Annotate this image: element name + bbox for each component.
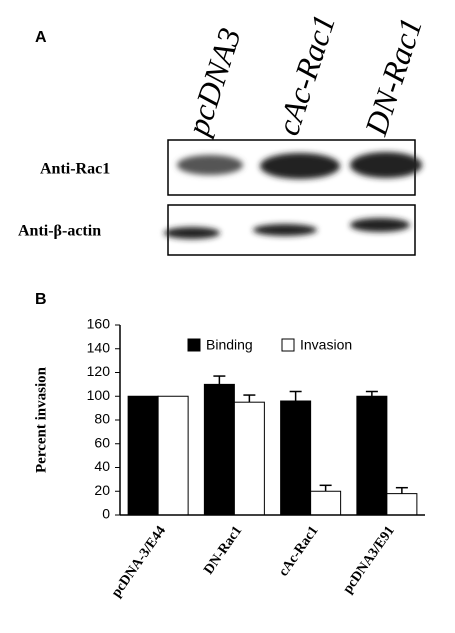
blot-bands bbox=[164, 152, 422, 239]
panel-label: B bbox=[35, 291, 47, 308]
bar bbox=[280, 400, 312, 516]
bar bbox=[356, 395, 388, 516]
bar bbox=[203, 383, 235, 516]
bar bbox=[157, 395, 189, 516]
lane-label: pcDNA3 bbox=[179, 23, 248, 141]
legend-swatch bbox=[281, 338, 295, 352]
bar bbox=[127, 395, 159, 516]
y-tick-label: 100 bbox=[87, 387, 111, 403]
legend-swatch bbox=[187, 338, 201, 352]
y-tick-label: 0 bbox=[102, 506, 110, 522]
bar bbox=[386, 493, 418, 516]
x-tick-label: cAc-Rac1 bbox=[276, 524, 321, 580]
y-tick-label: 60 bbox=[94, 434, 110, 450]
y-tick-label: 20 bbox=[94, 482, 110, 498]
lane-label: cAc-Rac1 bbox=[269, 10, 342, 139]
y-tick-label: 140 bbox=[87, 339, 111, 355]
row-label: Anti-Rac1 bbox=[40, 161, 110, 178]
x-tick-label: pcDNA-3/E44 bbox=[109, 524, 169, 601]
y-tick-label: 120 bbox=[87, 363, 111, 379]
y-tick-label: 160 bbox=[87, 316, 111, 332]
bar bbox=[310, 490, 342, 516]
legend-label: Invasion bbox=[300, 337, 352, 353]
x-tick-label: DN-Rac1 bbox=[201, 524, 245, 578]
y-tick-label: 40 bbox=[94, 458, 110, 474]
panel-label: A bbox=[35, 29, 47, 46]
lane-label: DN-Rac1 bbox=[357, 13, 429, 140]
legend-label: Binding bbox=[206, 337, 253, 353]
y-tick-label: 80 bbox=[94, 411, 110, 427]
x-tick-label: pcDNA3/E91 bbox=[340, 524, 397, 597]
row-label: Anti-β-actin bbox=[18, 223, 101, 240]
y-axis-label: Percent invasion bbox=[33, 366, 49, 473]
bar bbox=[233, 401, 265, 516]
